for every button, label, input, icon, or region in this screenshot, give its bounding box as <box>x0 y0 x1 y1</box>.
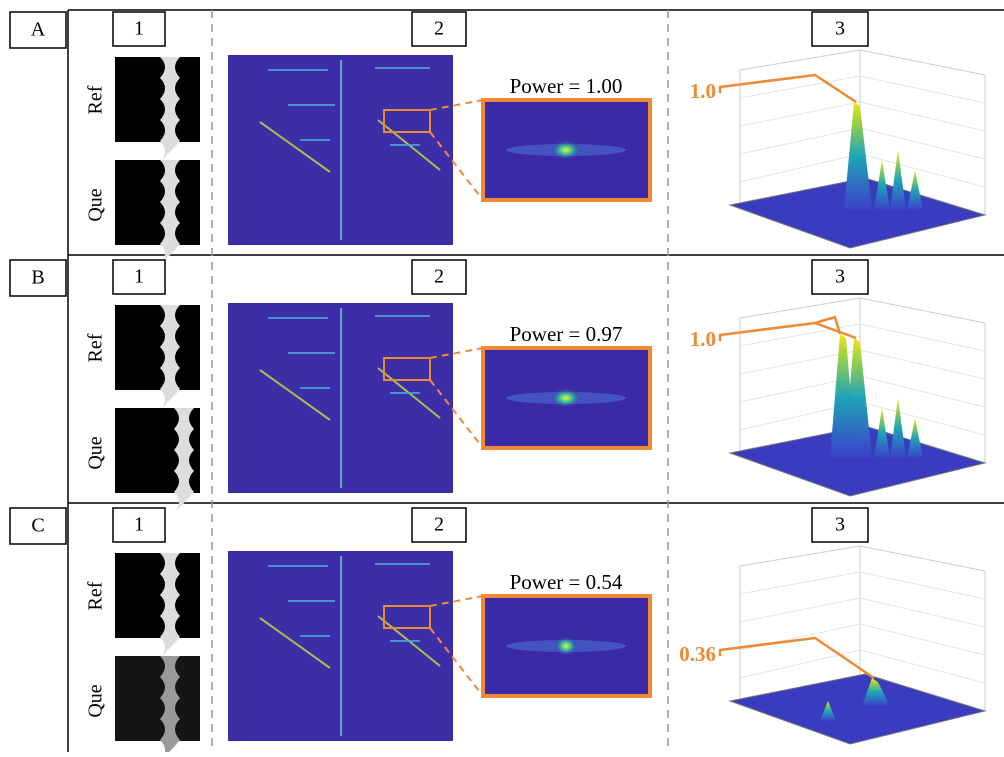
plot-grid <box>860 324 985 351</box>
peak-label: 1.0 <box>690 327 716 351</box>
sample-image <box>115 57 200 142</box>
plot-wall <box>740 50 860 70</box>
plot-sidepeak <box>907 418 923 458</box>
plot-grid <box>860 128 985 159</box>
peak-label: 0.36 <box>679 642 716 666</box>
ref-label: Ref <box>85 333 107 362</box>
plot-grid <box>860 624 985 655</box>
plot-sidepeak <box>907 170 923 210</box>
zoom-spot <box>554 636 578 656</box>
plot-grid <box>740 76 860 98</box>
ref-label: Ref <box>85 581 107 610</box>
plot-grid <box>860 102 985 131</box>
peak-label: 1.0 <box>690 79 716 103</box>
peak-leader <box>720 638 874 678</box>
row: B 1 2 3 Ref Que Power = 0.97 1.0 <box>10 258 985 513</box>
panel-number: 2 <box>434 18 444 40</box>
sample-image <box>115 160 200 245</box>
row-label: C <box>31 515 44 537</box>
plot-grid <box>860 572 985 599</box>
plot-grid <box>740 598 860 622</box>
zoom-spot <box>550 388 582 408</box>
panel-number: 1 <box>134 514 144 536</box>
figure: A 1 2 3 Ref Que Power = 1.00 1.0 B 1 2 3 Ref Que Power… <box>0 0 1004 752</box>
plot-grid <box>740 572 860 594</box>
panel-number: 3 <box>835 18 845 40</box>
plot-grid <box>860 76 985 103</box>
plot-wall <box>860 298 985 323</box>
panel-number: 3 <box>835 514 845 536</box>
plot-grid <box>860 598 985 627</box>
plot-sidepeak <box>890 398 906 458</box>
panel-number: 2 <box>434 514 444 536</box>
panel-number: 3 <box>835 266 845 288</box>
sample-image <box>115 305 200 390</box>
sample-image <box>115 656 200 741</box>
plot-grid <box>740 128 860 154</box>
sample-image <box>115 553 200 638</box>
power-label: Power = 0.54 <box>510 570 623 594</box>
row: C 1 2 3 Ref Que Power = 0.54 0.36 <box>10 506 985 752</box>
plot-grid <box>860 376 985 407</box>
que-label: Que <box>85 684 107 717</box>
zoom-spot <box>550 140 582 160</box>
plot-wall <box>860 50 985 75</box>
row-label: A <box>31 19 46 41</box>
rows: A 1 2 3 Ref Que Power = 1.00 1.0 B 1 2 3 Ref Que Power… <box>10 10 985 752</box>
plot-wall <box>740 546 860 566</box>
power-label: Power = 1.00 <box>510 74 623 98</box>
plot-sidepeak <box>890 150 906 210</box>
que-label: Que <box>85 436 107 469</box>
plot-grid <box>860 350 985 379</box>
panel-number: 1 <box>134 18 144 40</box>
row-label: B <box>31 267 44 289</box>
plot-floor <box>730 674 985 744</box>
plot-grid <box>740 650 860 678</box>
plot-grid <box>740 154 860 182</box>
plot-grid <box>740 102 860 126</box>
que-label: Que <box>85 188 107 221</box>
power-label: Power = 0.97 <box>510 322 623 346</box>
plot-wall <box>860 546 985 571</box>
panel-number: 2 <box>434 266 444 288</box>
row: A 1 2 3 Ref Que Power = 1.00 1.0 <box>10 10 985 265</box>
plot-wall <box>740 298 860 318</box>
ref-label: Ref <box>85 85 107 114</box>
panel-number: 1 <box>134 266 144 288</box>
